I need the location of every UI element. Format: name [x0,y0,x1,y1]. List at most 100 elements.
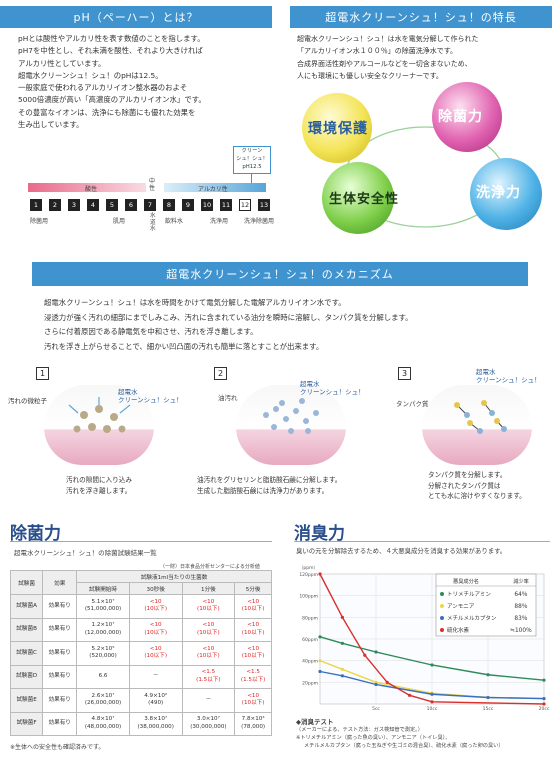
step-label-b: 超電水 クリーンシュ！シュ！ [118,388,183,404]
data-point [542,702,546,706]
use-label: 洗浄用 [210,218,229,225]
table-cell: 試験菌F [9,711,44,736]
legend-box [435,573,537,637]
y-tick-label: 120ppm [299,572,318,578]
circle-sterilize [432,82,502,152]
legend-name: メチルメルカプタン [447,614,497,622]
circle-biosafety [322,162,394,234]
data-point [430,663,434,667]
acid-bar [28,183,146,192]
step-number: 1 [36,367,49,380]
data-point [340,667,344,671]
ph-scale-number: 9 [182,199,194,211]
table-cell: 効果有り [42,664,78,689]
series-line [319,636,545,681]
ph-scale-number: 11 [220,199,232,211]
data-point [542,696,546,701]
table-cell: 試験菌E [9,688,44,713]
y-tick-label: 80ppm [302,615,318,621]
table-cell: 試験菌C [9,641,44,666]
sterilization-title: 除菌力 [10,524,61,544]
ph-scale-number: 12 [239,199,251,211]
table-row: 試験菌B 効果有り 1.2×10⁷ (12,000,000) <10 (10以下) <1… [9,617,272,642]
table-row: 試験菌E 効果有り 2.6×10⁷ (26,000,000) 4.9×10² (490… [9,688,272,713]
legend-name: トリメチルアミン [447,591,491,598]
y-tick-label: 40ppm [302,659,318,665]
deodor-note: メチルメルカプタン（腐った玉ねぎや生ゴミの混合臭）、硫化水素（腐った卵の臭い） [304,743,504,749]
x-tick-label: 20cc [539,706,550,712]
table-cell: <10 (10以下) [128,641,183,666]
legend-header: 悪臭成分名 [453,577,479,585]
legend-header: 減少率 [513,577,529,585]
data-point [363,653,367,657]
data-point [542,678,546,682]
mechanism-line: 浸透力が強く汚れの細部にまでしみこみ、汚れに含まれている油分を瞬時に溶解し、タン… [44,312,413,322]
data-point [318,659,322,663]
data-point [430,692,434,696]
y-tick-label: 20ppm [302,680,318,686]
table-cell: <10 (10以下) [234,617,272,642]
data-point [340,674,344,678]
ph-callout-pointer [251,174,252,183]
table-cell: 6.6 [76,664,130,689]
mechanism-text: 超電水クリーンシュ！シュ！は水を時間をかけて電気分解した電解アルカリイオン水です… [44,296,413,354]
table-cell: 効果有り [42,711,78,736]
mechanism-line: 超電水クリーンシュ！シュ！は水を時間をかけて電気分解した電解アルカリイオン水です… [44,298,346,307]
step-caption: タンパク質を分解します。 分解されたタンパク質は とても水に溶けやすくなります。 [428,471,526,500]
data-point [374,650,378,654]
feature-line: 人にも環境にも優しい安全なクリーナーです。 [297,71,443,80]
data-point [318,572,322,576]
ph-scale-number: 4 [87,199,99,211]
circle-label: 洗浄力 [476,185,521,201]
ph-line: アルカリ性としています。 [18,58,106,68]
sterilization-title-line [10,541,272,542]
col-header: 効果 [42,570,78,595]
sterilization-table: 試験菌 効果 試験液1ml当たりの生菌数 試験開始時 30秒後 1分後 5分後 … [9,570,272,736]
ph-scale-number: 13 [258,199,270,211]
sterilization-subtitle: 超電水クリーンシュ！シュ！の除菌試験結果一覧 [14,549,157,557]
legend-swatch [440,604,444,608]
table-cell: － [181,688,236,713]
y-unit-label: （ppm） [299,565,318,571]
ph-line: pH7を中性とし、それ未満を酸性、それより大きければ [18,46,203,56]
deodor-title-line [294,541,550,542]
legend-rate: 83％ [514,615,527,622]
legend-name: アンモニア [447,603,475,610]
data-point [340,615,344,619]
step-number: 2 [214,367,227,380]
table-cell: <10 (10以下) [128,617,183,642]
feature-title: 超電水クリーンシュ！シュ！の特長 [325,11,517,24]
ph-scale-number: 7 [144,199,156,211]
x-tick-label: 15cc [483,706,494,712]
step3-diagram [422,385,532,465]
step-label-a: 油汚れ [218,394,238,402]
table-cell: 効果有り [42,594,78,619]
table-cell: 3.0×10⁷ (30,000,000) [181,711,236,736]
step-caption: 油汚れをグリセリンと脂肪酸石鹸に分解します。 生成した脂肪酸石鹸には洗浄力があり… [197,476,342,495]
use-label: 水道水 [150,213,156,232]
data-point [374,682,378,687]
deodor-note: （メーカーによる、テスト方法：ガス検知管で測定。） [296,727,423,733]
table-cell: <10 (10以下) [181,617,236,642]
col-header: 1分後 [181,582,236,595]
step-label-b: 超電水 クリーンシュ！シュ！ [300,380,365,396]
feature-line: 超電水クリーンシュ！シュ！は水を電気分解して作られた [297,35,479,43]
x-tick-label: 5cc [372,706,380,712]
table-cell: <10 (10以下) [181,641,236,666]
sterilization-source: （一財）日本食品分析センターによる分析値 [160,564,260,570]
legend-rate: 64％ [514,591,527,598]
table-cell: <10 (10以下) [234,641,272,666]
feature-text: 超電水クリーンシュ！シュ！は水を電気分解して作られた 「アルカリイオン水１００％… [297,33,478,82]
ph-scale-number: 1 [30,199,42,211]
step-label-b: 超電水 クリーンシュ！シュ！ [476,368,541,384]
legend-swatch [440,628,444,632]
use-label: 肌用 [113,218,126,225]
ph-scale-number: 5 [106,199,118,211]
mechanism-line: さらに付着原因である静電気を中和させ、汚れを浮き離します。 [44,327,258,336]
ph-scale-number: 8 [163,199,175,211]
mechanism-title: 超電水クリーンシュ！シュ！のメカニズム [166,268,394,281]
table-cell: 1.2×10⁷ (12,000,000) [76,617,130,642]
feature-line: 「アルカリイオン水１００％」の除菌洗浄水です。 [297,47,458,56]
col-header: 5分後 [234,582,272,595]
circle-label: 環境保護 [308,121,368,137]
